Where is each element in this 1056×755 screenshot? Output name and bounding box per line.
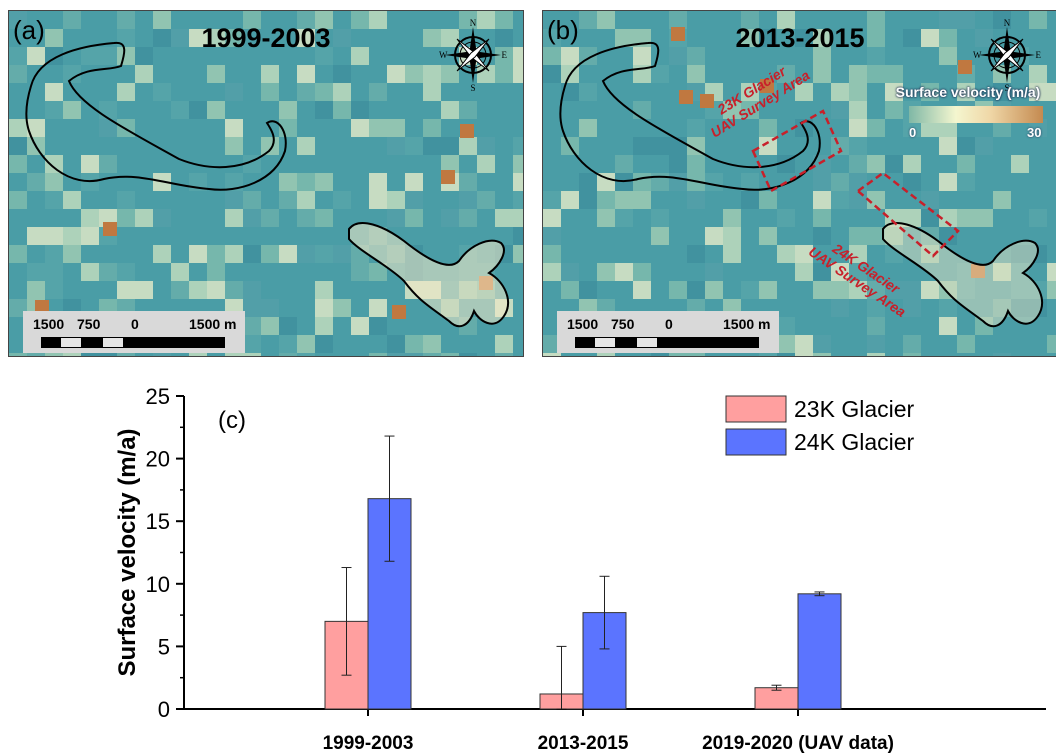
scale-label: 1500 [33, 316, 65, 332]
glacier-outline [559, 41, 821, 191]
map-panel-b: (b) 2013-2015 N S E W Surface velocity (… [542, 10, 1056, 357]
compass-rose-icon: N S E W [439, 19, 508, 91]
velocity-legend: Surface velocity (m/a) 0 30 [885, 84, 1051, 141]
panel-a-title: 1999-2003 [201, 23, 331, 53]
x-tick-label: 2019-2020 (UAV data) [702, 733, 894, 754]
panel-c-letter: (c) [218, 407, 246, 434]
legend-max: 30 [1027, 125, 1042, 140]
legend-min: 0 [909, 125, 917, 140]
velocity-pixels [543, 11, 1056, 356]
y-tick-label: 10 [146, 572, 170, 597]
compass-rose-icon: N S E W [973, 19, 1042, 91]
x-tick-label: 2013-2015 [538, 733, 629, 754]
compass-e: E [502, 50, 508, 60]
compass-n: N [470, 19, 477, 28]
map-panel-a: (a) 1999-2003 N S E W 1500 750 0 1500 m [8, 10, 524, 357]
glacier-outline [348, 222, 509, 328]
compass-s: S [470, 83, 475, 91]
error-bar [599, 575, 610, 650]
compass-n: N [1004, 19, 1011, 28]
y-axis-label: Surface velocity (m/a) [114, 428, 141, 676]
y-tick-label: 25 [146, 384, 170, 409]
scale-label: 750 [77, 316, 101, 332]
bar-23k-glacier [754, 687, 799, 710]
legend-label: 23K Glacier [794, 396, 915, 422]
scale-bar-b: 1500 750 0 1500 m [557, 311, 779, 353]
x-tick-label: 1999-2003 [323, 733, 414, 754]
compass-e: E [1036, 50, 1042, 60]
compass-w: W [973, 50, 982, 60]
y-tick-label: 15 [146, 509, 170, 534]
velocity-pixels [9, 11, 523, 356]
scale-label: 0 [131, 316, 139, 332]
panel-b-letter: (b) [547, 15, 579, 45]
compass-s: S [1004, 83, 1009, 91]
uav-survey-box [855, 171, 960, 258]
compass-w: W [439, 50, 448, 60]
legend-title: Surface velocity (m/a) [895, 84, 1041, 100]
y-tick-label: 20 [146, 447, 170, 472]
y-tick-label: 0 [158, 697, 170, 722]
panel-b-title: 2013-2015 [735, 23, 865, 53]
scale-label: 0 [665, 316, 673, 332]
error-bar [556, 645, 567, 710]
bar-24k-glacier [797, 593, 842, 710]
scale-label: 750 [611, 316, 635, 332]
scale-bar-segments [41, 337, 225, 348]
error-bar [814, 591, 825, 597]
panel-a-letter: (a) [13, 15, 45, 45]
error-bar [341, 567, 352, 676]
legend-label: 24K Glacier [794, 429, 915, 455]
legend-swatch [725, 395, 787, 423]
scale-bar-segments [575, 337, 759, 348]
scale-label: 1500 m [723, 316, 771, 332]
error-bar [384, 435, 395, 562]
uav-survey-box [751, 109, 843, 193]
velocity-map-b [543, 11, 1056, 356]
scale-bar-a: 1500 750 0 1500 m [23, 311, 245, 353]
glacier-outline [882, 222, 1043, 328]
scale-label: 1500 [567, 316, 599, 332]
scale-label: 1500 m [189, 316, 237, 332]
legend-swatch [725, 428, 787, 456]
error-bar [771, 684, 782, 691]
glacier-outline [25, 41, 287, 191]
y-tick-label: 5 [158, 634, 170, 659]
velocity-map-a [9, 11, 523, 356]
legend-color-ramp [909, 106, 1043, 123]
